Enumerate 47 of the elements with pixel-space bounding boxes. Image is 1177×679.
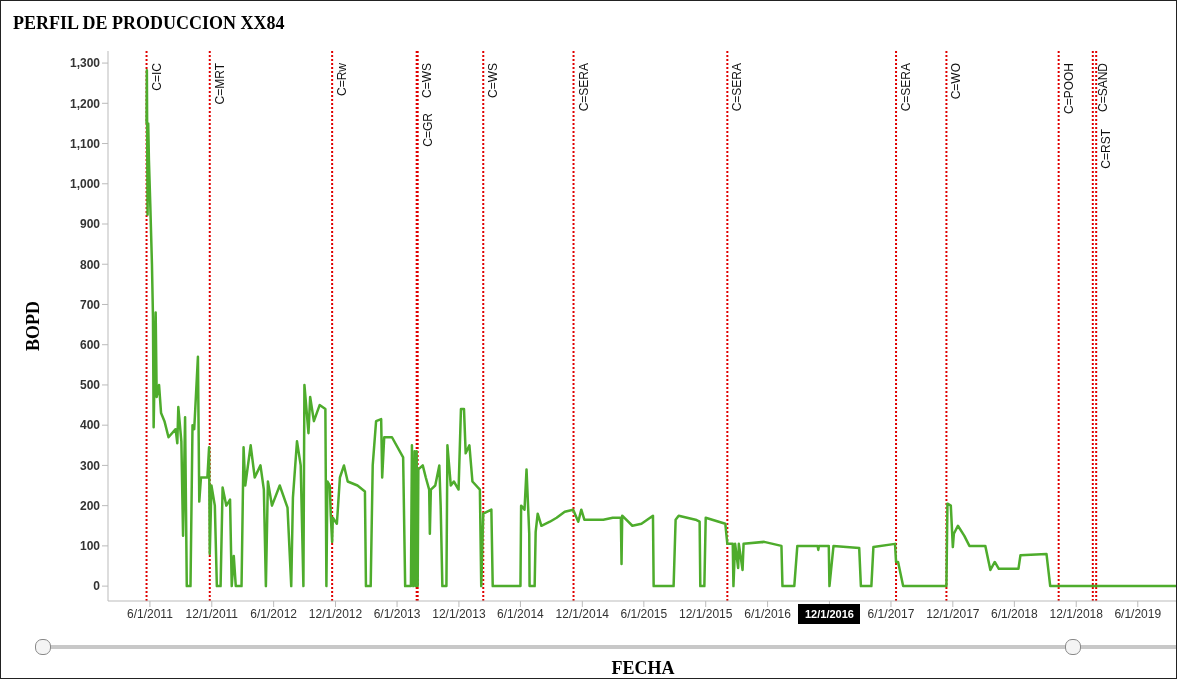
x-tick-label: 6/1/2013	[373, 606, 421, 621]
x-tick-label: 6/1/2011	[127, 606, 174, 621]
y-tick-label: 1,300	[69, 56, 101, 71]
ref-line-label: C=SERA	[730, 63, 745, 112]
x-tick-label: 12/1/2011	[185, 606, 239, 621]
x-tick-label: 12/1/2018	[1049, 606, 1104, 621]
y-tick-label: 1,100	[69, 136, 101, 151]
y-tick-label: 600	[79, 337, 101, 352]
y-tick-label: 300	[79, 458, 101, 473]
ref-line-label: C=WS	[419, 63, 434, 99]
y-tick-label: 1,200	[69, 96, 101, 111]
ref-line-label: C=SERA	[576, 63, 591, 112]
ref-line-label: C=IC	[149, 62, 164, 91]
chart-title: PERFIL DE PRODUCCION XX84	[13, 13, 285, 34]
ref-line-label: C=Rw	[335, 62, 350, 97]
ref-line-label: C=WS	[486, 63, 501, 99]
ref-line-label: C=MRT	[212, 62, 227, 105]
ref-line-label: C=RST	[1099, 128, 1114, 169]
y-tick-label: 200	[79, 498, 101, 513]
y-tick-label: 0	[93, 579, 101, 594]
x-tick-label: 6/1/2012	[250, 606, 298, 621]
ref-line-label: C=POOH	[1061, 63, 1076, 115]
x-tick-label: 12/1/2014	[555, 606, 610, 621]
y-tick-label: 400	[79, 418, 101, 433]
x-tick-label: 6/1/2014	[497, 606, 545, 621]
y-tick-label: 1,000	[69, 177, 101, 192]
ref-line-label: C=SERA	[899, 63, 914, 112]
y-tick-label: 500	[79, 378, 101, 393]
x-tick-label: 12/1/2012	[308, 606, 363, 621]
x-tick-label: 6/1/2018	[991, 606, 1039, 621]
x-tick-label: 6/1/2016	[744, 606, 792, 621]
x-tick-label: 6/1/2019	[1114, 606, 1162, 621]
y-axis-title: BOPD	[22, 300, 44, 352]
x-tick-label: 12/1/2015	[679, 606, 733, 621]
x-axis-title: FECHA	[610, 658, 676, 679]
ref-line-label: C=WO	[949, 63, 964, 100]
y-tick-label: 100	[79, 539, 101, 554]
x-tick-label: 6/1/2015	[620, 606, 668, 621]
ref-line-label: C=GR	[420, 112, 435, 147]
x-tick-label: 12/1/2017	[926, 606, 980, 621]
x-tick-label: 12/1/2013	[432, 606, 486, 621]
x-tick-label: 6/1/2017	[867, 606, 915, 621]
y-tick-label: 900	[79, 217, 101, 232]
y-tick-label: 800	[79, 257, 101, 272]
y-tick-label: 700	[79, 297, 101, 312]
text: 12/1/2016	[798, 604, 861, 624]
ref-line-label: C=SAND	[1095, 62, 1110, 113]
